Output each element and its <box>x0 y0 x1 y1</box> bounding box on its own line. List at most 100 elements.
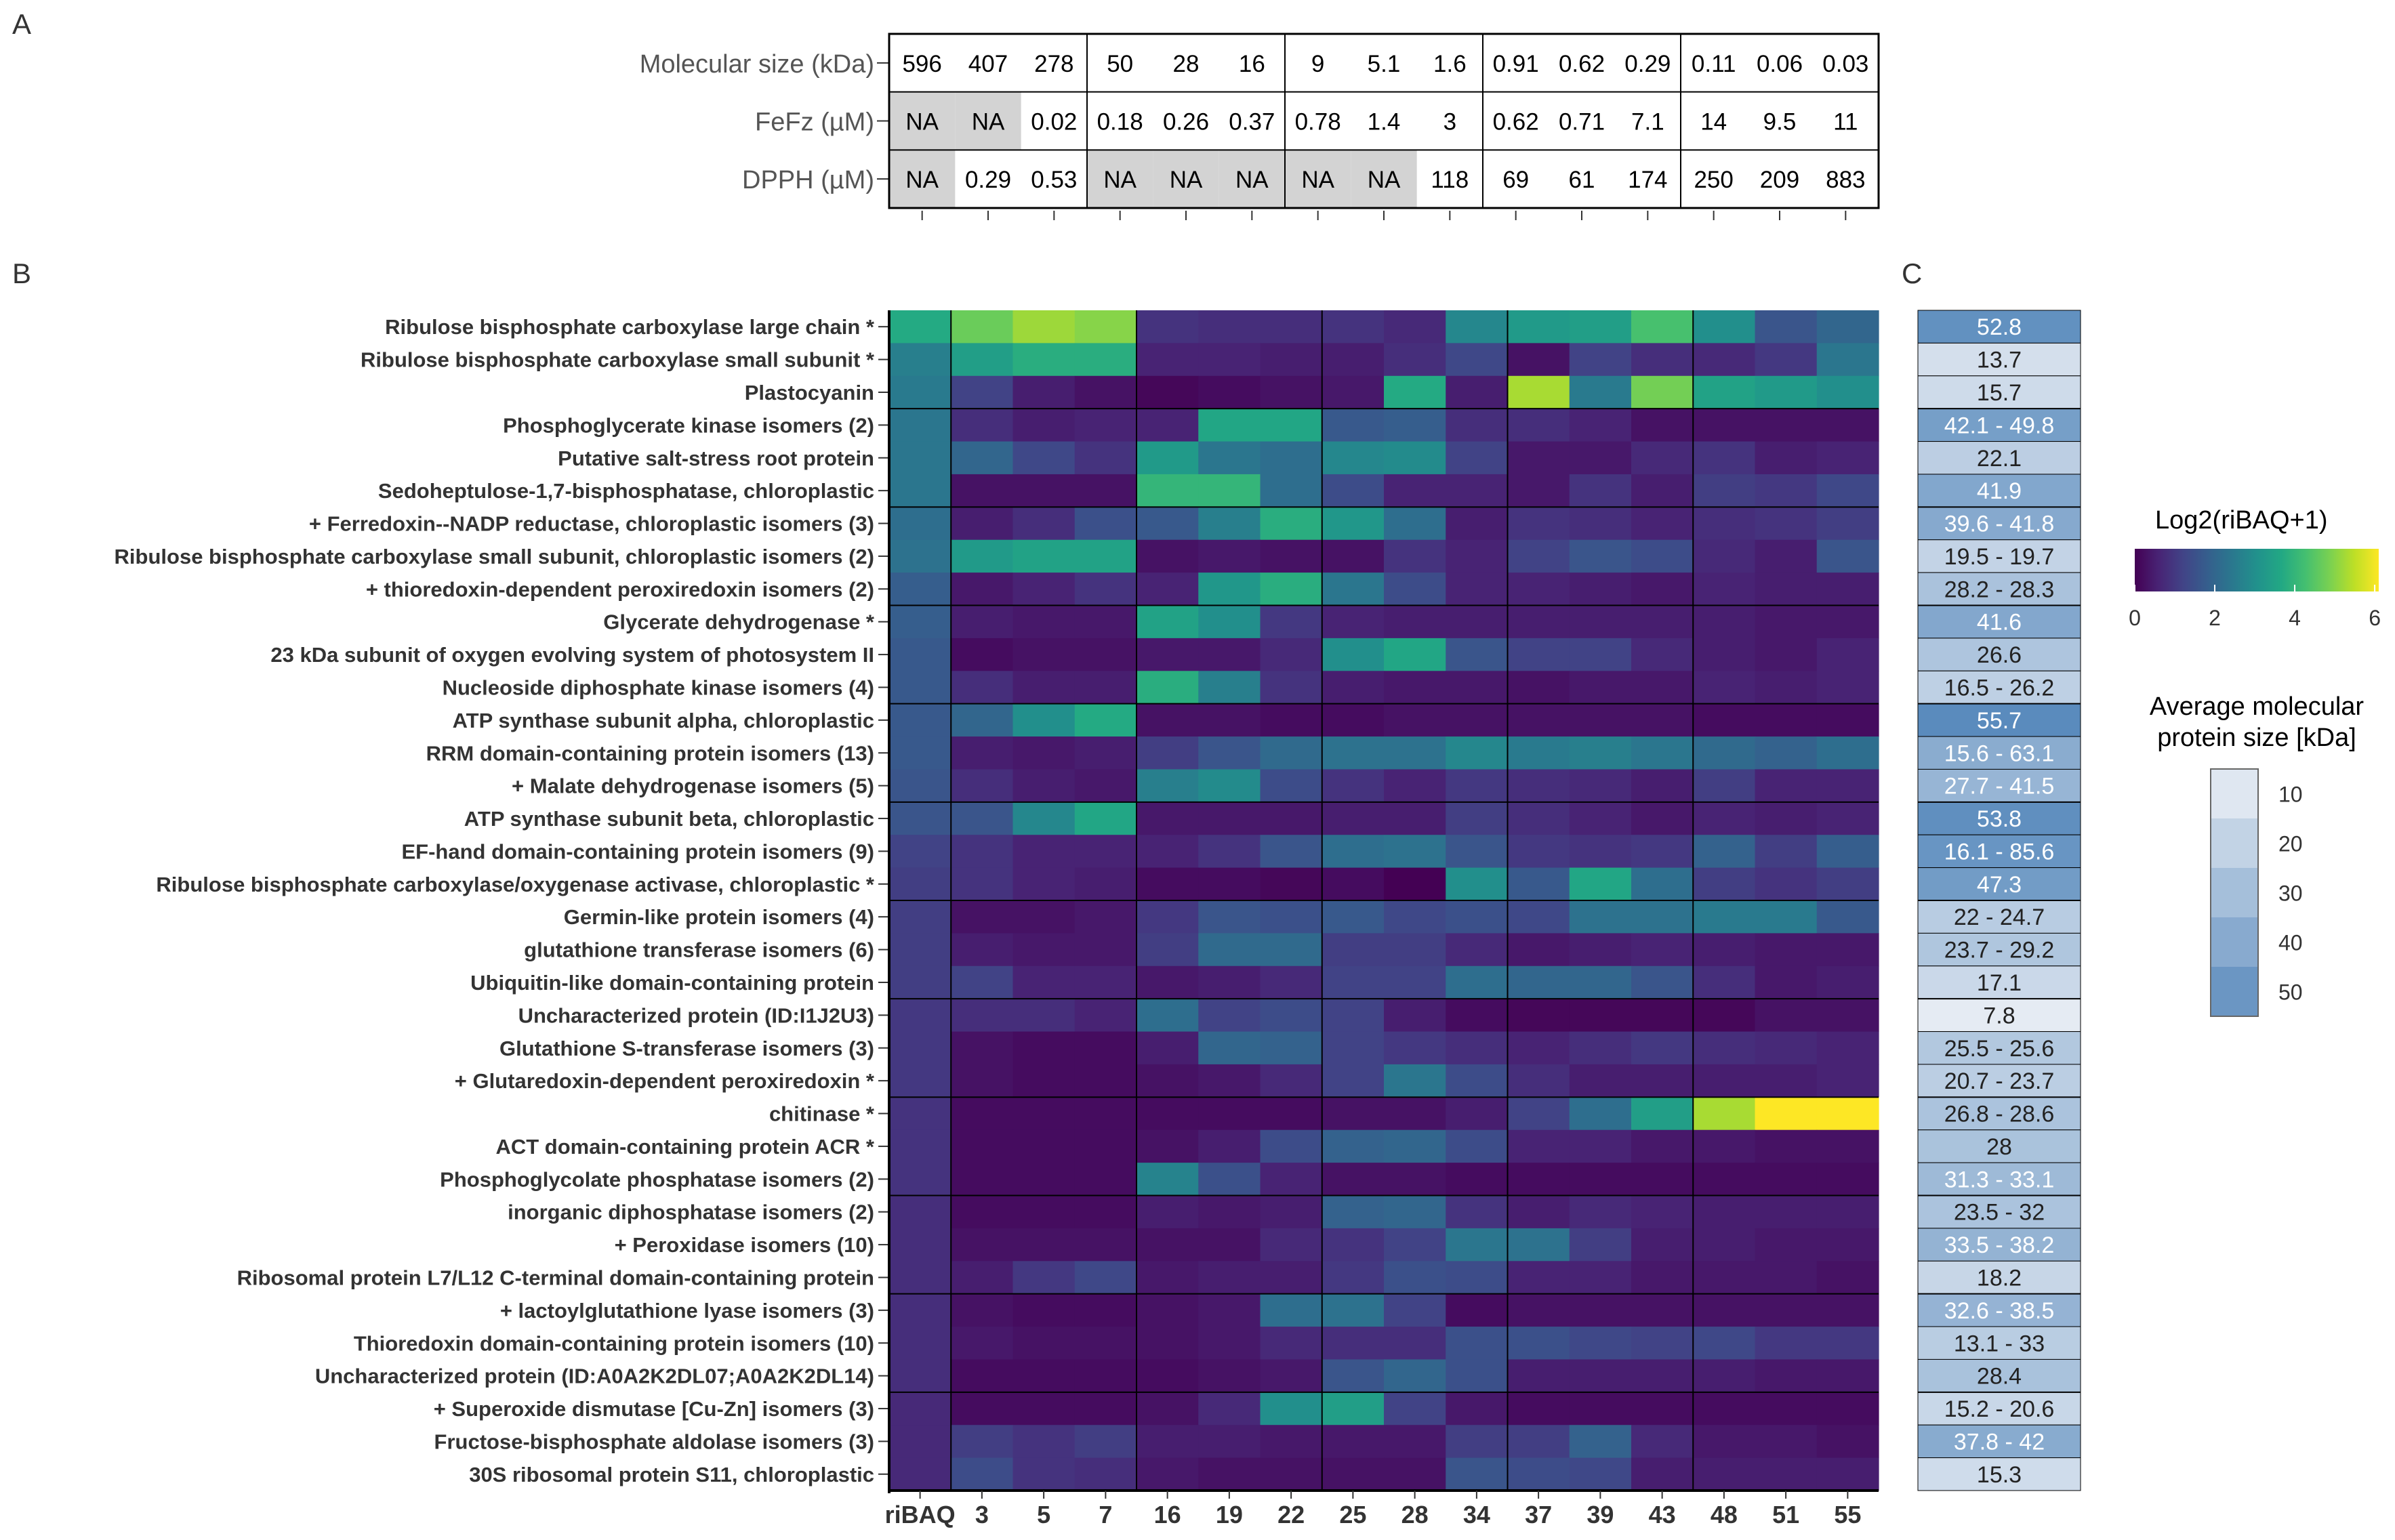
heatmap-cell <box>1260 1097 1323 1131</box>
heatmap-cell <box>1137 375 1199 409</box>
heatmap-cell <box>1693 1359 1756 1393</box>
heatmap-cell <box>1074 999 1137 1033</box>
heatmap-cell <box>1507 1359 1570 1393</box>
size-cell-label: 17.1 <box>1977 970 2022 996</box>
heatmap-cell <box>1507 933 1570 967</box>
heatmap-cell <box>889 933 951 967</box>
heatmap-cell <box>1446 769 1509 803</box>
heatmap-cell <box>1693 1228 1756 1262</box>
size-cell-label: 28.4 <box>1977 1364 2022 1390</box>
heatmap-cell <box>1198 1457 1261 1491</box>
heatmap-row-label: EF-hand domain-containing protein isomer… <box>401 839 874 863</box>
size-cell-label: 23.5 - 32 <box>1954 1200 2045 1226</box>
heatmap-cell <box>1384 1195 1446 1229</box>
heatmap-cell <box>1693 1163 1756 1196</box>
heatmap-row-label: + Malate dehydrogenase isomers (5) <box>512 774 874 798</box>
heatmap-cell <box>1631 965 1694 999</box>
heatmap-cell <box>1507 703 1570 737</box>
heatmap-cell <box>1755 539 1818 573</box>
heatmap-cell <box>951 1031 1014 1065</box>
table-border <box>888 33 1880 209</box>
heatmap-cell <box>1693 375 1756 409</box>
heatmap-cell <box>889 605 951 639</box>
heatmap-cell <box>1012 1359 1076 1393</box>
heatmap-cell <box>1755 703 1818 737</box>
heatmap-cell <box>1012 1064 1076 1098</box>
heatmap-cell <box>1384 638 1446 671</box>
heatmap-cell <box>1631 1457 1694 1491</box>
heatmap-cell <box>951 1195 1014 1229</box>
legend-tick-label: 4 <box>2289 606 2301 630</box>
heatmap-cell <box>1446 310 1509 344</box>
heatmap-cell <box>1384 933 1446 967</box>
heatmap-cell <box>1137 343 1199 377</box>
heatmap-cell <box>1322 507 1385 541</box>
heatmap-cell <box>1260 1359 1323 1393</box>
heatmap-col-label: 19 <box>1216 1501 1243 1528</box>
heatmap-col-label: 48 <box>1711 1501 1738 1528</box>
heatmap-cell <box>1816 1031 1879 1065</box>
heatmap-cell <box>1507 638 1570 671</box>
heatmap-cell <box>1446 1064 1509 1098</box>
heatmap-cell <box>1012 1457 1076 1491</box>
heatmap-cell <box>1507 1129 1570 1163</box>
heatmap-cell <box>889 1425 951 1459</box>
size-cell <box>1917 900 2081 934</box>
heatmap-cell <box>1755 441 1818 475</box>
heatmap-cell <box>1755 736 1818 770</box>
heatmap-cell <box>1631 900 1694 934</box>
heatmap-cell <box>1569 835 1632 869</box>
heatmap-row-label: Ribosomal protein L7/L12 C-terminal doma… <box>237 1266 874 1289</box>
table-cell: 596 <box>902 51 941 77</box>
heatmap-cell <box>1631 638 1694 671</box>
heatmap-cell <box>1755 1425 1818 1459</box>
heatmap-col-label: riBAQ <box>885 1501 956 1528</box>
table-cell: 11 <box>1833 109 1858 136</box>
size-cell <box>1917 474 2081 507</box>
heatmap-cell <box>1507 1392 1570 1425</box>
heatmap-cell <box>951 343 1014 377</box>
size-cell <box>1917 1228 2081 1262</box>
heatmap-cell <box>889 671 951 705</box>
size-cell <box>1917 670 2081 705</box>
heatmap-cell <box>1384 1293 1446 1327</box>
heatmap-row-label: Nucleoside diphosphate kinase isomers (4… <box>443 675 874 699</box>
heatmap-cell <box>1631 1228 1694 1262</box>
heatmap-cell <box>1446 933 1509 967</box>
heatmap-cell <box>1446 1261 1509 1295</box>
heatmap-cell <box>1137 638 1199 671</box>
heatmap-cell <box>1446 1097 1509 1131</box>
heatmap-cell <box>1198 375 1261 409</box>
heatmap-cell <box>1322 1163 1385 1196</box>
heatmap-cell <box>1198 900 1261 934</box>
heatmap-row-label: Phosphoglycerate kinase isomers (2) <box>503 413 874 437</box>
heatmap-cell <box>1631 1392 1694 1425</box>
heatmap-cell <box>1384 343 1446 377</box>
heatmap-cell <box>889 1359 951 1393</box>
heatmap-cell <box>1384 1425 1446 1459</box>
heatmap-cell <box>1384 769 1446 803</box>
heatmap-cell <box>1012 703 1076 737</box>
heatmap-cell <box>1569 802 1632 835</box>
heatmap-cell <box>1507 802 1570 835</box>
heatmap-cell <box>1322 638 1385 671</box>
heatmap-cell <box>1074 835 1137 869</box>
heatmap-cell <box>1816 1228 1879 1262</box>
heatmap-cell <box>1631 1163 1694 1196</box>
heatmap-cell <box>1755 1195 1818 1229</box>
heatmap-cell <box>1012 605 1076 639</box>
heatmap-cell <box>1137 802 1199 835</box>
heatmap-cell <box>1755 1163 1818 1196</box>
heatmap-cell <box>1384 310 1446 344</box>
heatmap-cell <box>1816 1064 1879 1098</box>
heatmap-row-label: + lactoylglutathione lyase isomers (3) <box>500 1299 874 1323</box>
size-cell <box>1917 1358 2081 1393</box>
heatmap-cell <box>951 441 1014 475</box>
heatmap-cell <box>889 769 951 803</box>
heatmap-cell <box>1384 1129 1446 1163</box>
heatmap-cell <box>1322 441 1385 475</box>
heatmap-cell <box>889 965 951 999</box>
heatmap-col-label: 25 <box>1339 1501 1366 1528</box>
table-cell: NA <box>1103 167 1137 193</box>
heatmap-col-label: 28 <box>1401 1501 1429 1528</box>
